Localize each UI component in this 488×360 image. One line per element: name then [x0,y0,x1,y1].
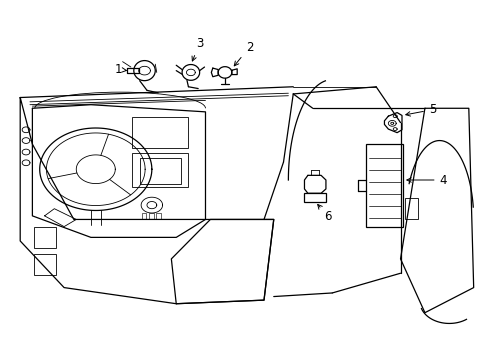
Bar [132,117,188,148]
Text: 1: 1 [115,63,126,76]
Text: 3: 3 [192,37,203,61]
Bar [142,213,146,220]
Bar [34,226,56,248]
Text: 2: 2 [234,41,253,66]
Bar [366,144,402,226]
Bar [156,213,161,220]
Bar [405,198,417,220]
Bar [149,213,154,220]
Text: 5: 5 [405,103,435,116]
Bar [140,158,181,184]
Text: 6: 6 [317,204,331,224]
Bar [132,153,188,187]
Text: 4: 4 [406,174,446,186]
Bar [34,253,56,275]
Bar [304,193,325,202]
